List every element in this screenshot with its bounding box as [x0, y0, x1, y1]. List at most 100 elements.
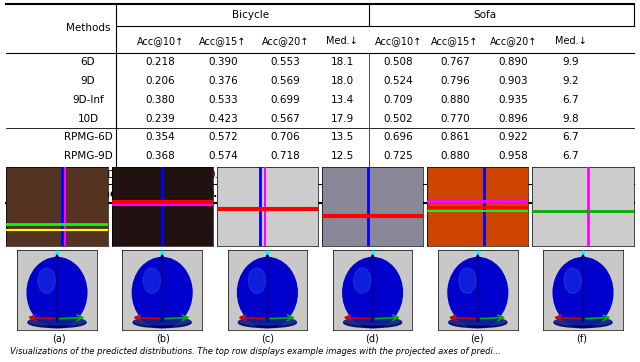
Text: (b): (b)	[156, 333, 170, 344]
Text: 0.796: 0.796	[440, 76, 470, 86]
Text: 6.7: 6.7	[563, 95, 579, 105]
Text: RPMG-9D: RPMG-9D	[63, 151, 112, 161]
Text: Acc@15↑: Acc@15↑	[199, 36, 246, 46]
Text: 0.693: 0.693	[383, 170, 413, 180]
Text: (e): (e)	[470, 333, 484, 344]
Text: (c): (c)	[261, 333, 274, 344]
Text: 0.880: 0.880	[440, 95, 470, 105]
Text: 0.903: 0.903	[499, 76, 528, 86]
Text: Med.↓: Med.↓	[326, 36, 358, 46]
Ellipse shape	[38, 268, 56, 293]
Text: 17.9: 17.9	[330, 114, 353, 124]
Text: Visualizations of the predicted distributions. The top row displays example imag: Visualizations of the predicted distribu…	[10, 347, 500, 356]
Text: 0.368: 0.368	[145, 151, 175, 161]
Text: 0.718: 0.718	[271, 151, 300, 161]
Text: 0.572: 0.572	[208, 132, 237, 142]
Text: 0.880: 0.880	[440, 151, 470, 161]
Ellipse shape	[459, 268, 476, 293]
Ellipse shape	[449, 318, 506, 325]
Text: 0.502: 0.502	[383, 114, 413, 124]
Text: 0.725: 0.725	[383, 151, 413, 161]
Ellipse shape	[237, 257, 297, 328]
Text: 0.713: 0.713	[271, 170, 300, 180]
Text: 0.696: 0.696	[383, 132, 413, 142]
Text: 0.871: 0.871	[440, 170, 470, 180]
Text: 0.218: 0.218	[145, 57, 175, 67]
Text: 0.964: 0.964	[497, 189, 530, 199]
Text: Methods: Methods	[66, 23, 110, 33]
Ellipse shape	[133, 317, 191, 328]
Text: 0.896: 0.896	[499, 114, 528, 124]
Text: 0.376: 0.376	[208, 76, 237, 86]
Text: 0.699: 0.699	[271, 95, 300, 105]
Text: 0.900: 0.900	[438, 189, 471, 199]
Ellipse shape	[448, 257, 508, 328]
Text: 11.2: 11.2	[329, 189, 355, 199]
Ellipse shape	[29, 318, 85, 325]
Ellipse shape	[554, 317, 612, 328]
Ellipse shape	[343, 257, 403, 328]
Ellipse shape	[143, 268, 161, 293]
Text: Acc@20↑: Acc@20↑	[262, 36, 309, 46]
Text: 0.641: 0.641	[206, 189, 239, 199]
Ellipse shape	[238, 317, 296, 328]
Text: 6.3: 6.3	[562, 189, 580, 199]
Text: 0.239: 0.239	[145, 114, 175, 124]
Text: 0.354: 0.354	[145, 132, 175, 142]
Ellipse shape	[132, 257, 192, 328]
Text: 13.4: 13.4	[330, 95, 353, 105]
Text: 6D: 6D	[81, 57, 95, 67]
Text: 0.524: 0.524	[383, 76, 413, 86]
Text: 9.9: 9.9	[563, 57, 579, 67]
Text: 18.1: 18.1	[330, 57, 353, 67]
Text: Acc@20↑: Acc@20↑	[490, 36, 537, 46]
Text: 0.553: 0.553	[271, 57, 300, 67]
Text: 12.9: 12.9	[330, 170, 353, 180]
Text: 13.5: 13.5	[330, 132, 353, 142]
Text: 0.935: 0.935	[499, 95, 528, 105]
Text: 0.767: 0.767	[440, 57, 470, 67]
Text: RPMG-6D: RPMG-6D	[63, 132, 112, 142]
Ellipse shape	[27, 257, 87, 328]
Ellipse shape	[564, 268, 581, 293]
Text: 9D-Inf: 9D-Inf	[72, 95, 104, 105]
Text: 0.770: 0.770	[440, 114, 470, 124]
Text: 0.206: 0.206	[145, 76, 175, 86]
Ellipse shape	[553, 257, 613, 328]
Text: Med.↓: Med.↓	[555, 36, 587, 46]
Ellipse shape	[134, 318, 191, 325]
Ellipse shape	[239, 318, 296, 325]
Text: 0.574: 0.574	[208, 151, 237, 161]
Ellipse shape	[344, 317, 402, 328]
Text: 12.5: 12.5	[330, 151, 353, 161]
Ellipse shape	[248, 268, 266, 293]
Text: 0.577: 0.577	[208, 170, 237, 180]
Text: 0.735: 0.735	[382, 189, 415, 199]
Text: 0.922: 0.922	[499, 132, 528, 142]
Text: (d): (d)	[365, 333, 379, 344]
Text: 6.7: 6.7	[563, 132, 579, 142]
Text: 0.423: 0.423	[208, 114, 237, 124]
Text: 0.958: 0.958	[499, 151, 528, 161]
Text: 7.0: 7.0	[563, 170, 579, 180]
Ellipse shape	[344, 318, 401, 325]
Text: 0.435: 0.435	[143, 189, 177, 199]
Text: 9D: 9D	[81, 76, 95, 86]
Text: RPMG-10D: RPMG-10D	[60, 170, 116, 180]
Text: 6.7: 6.7	[563, 151, 579, 161]
Text: 0.939: 0.939	[499, 170, 528, 180]
Text: 0.706: 0.706	[271, 132, 300, 142]
Text: 0.709: 0.709	[383, 95, 413, 105]
Text: 0.569: 0.569	[271, 76, 300, 86]
Text: 9.8: 9.8	[563, 114, 579, 124]
Text: Acc@15↑: Acc@15↑	[431, 36, 479, 46]
Ellipse shape	[28, 317, 86, 328]
Text: (a): (a)	[52, 333, 65, 344]
Text: 10D: 10D	[77, 114, 99, 124]
Text: Sofa: Sofa	[473, 10, 496, 20]
Text: 0.390: 0.390	[208, 57, 237, 67]
Text: Acc@10↑: Acc@10↑	[136, 36, 184, 46]
Text: 9.2: 9.2	[563, 76, 579, 86]
Text: 0.744: 0.744	[269, 189, 302, 199]
Text: Acc@10↑: Acc@10↑	[375, 36, 422, 46]
